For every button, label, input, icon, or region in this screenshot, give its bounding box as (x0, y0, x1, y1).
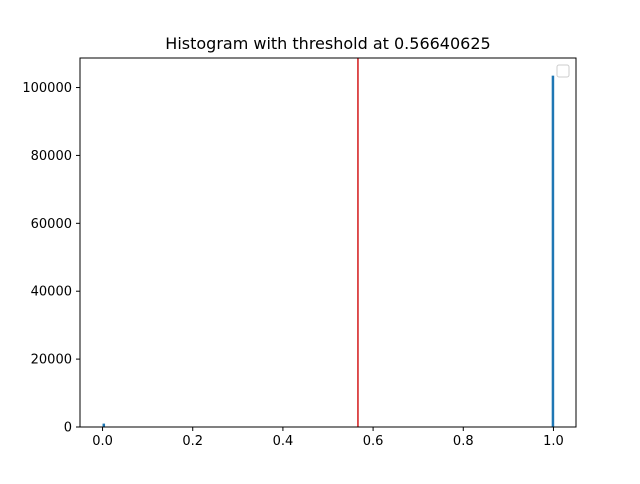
chart-title: Histogram with threshold at 0.56640625 (165, 34, 490, 53)
y-tick-label: 80000 (31, 149, 72, 164)
axes-layer: 0.0 0.2 0.4 0.6 0.8 1.0 0 20000 40000 60000 80000 1… (22, 57, 577, 449)
y-tick-label: 0 (64, 421, 72, 436)
x-tick-label: 0.8 (453, 434, 474, 449)
y-tick-label: 20000 (31, 353, 72, 368)
x-tick-label: 1.0 (543, 434, 564, 449)
y-tick-label: 60000 (31, 217, 72, 232)
y-tick-label: 100000 (22, 81, 72, 96)
x-tick-label: 0.2 (182, 434, 203, 449)
legend-layer (556, 64, 570, 78)
y-tick-label: 40000 (31, 285, 72, 300)
histogram-bar-1 (551, 75, 555, 427)
bars-layer (102, 75, 555, 427)
x-tick-label: 0.6 (363, 434, 384, 449)
plot-frame (79, 57, 577, 428)
histogram-bar-0 (102, 423, 106, 427)
x-tick-label: 0.0 (92, 434, 113, 449)
x-tick-label: 0.4 (273, 434, 294, 449)
legend-box (556, 64, 570, 78)
